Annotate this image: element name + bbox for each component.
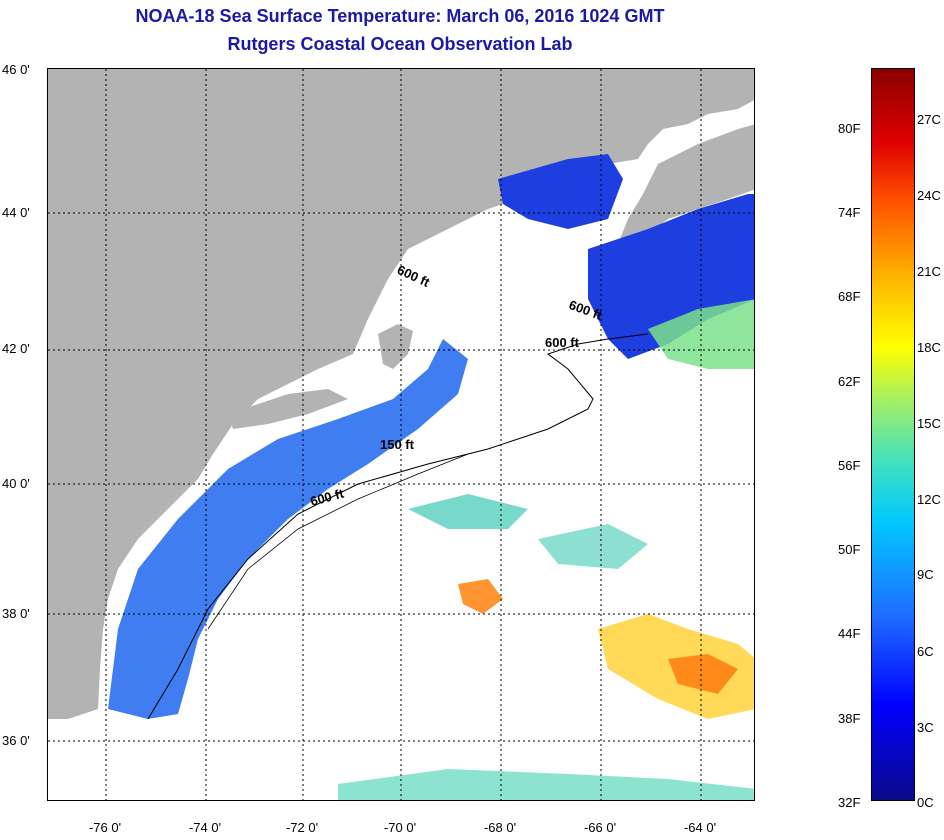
longitude-tick-label: -68 0' [483, 820, 517, 835]
land-long-island [228, 389, 348, 429]
sst-hot-patch-east [668, 654, 738, 694]
sst-coastal-water [108, 339, 468, 719]
colorbar-celsius-label: 9C [917, 567, 934, 582]
colorbar-celsius-label: 3C [917, 720, 934, 735]
sst-scotian-shelf-water [588, 194, 754, 359]
colorbar-fahrenheit-label: 68F [838, 289, 861, 304]
latitude-tick-label: 38 0' [2, 606, 30, 621]
contour-label: 150 ft [380, 437, 415, 452]
latitude-tick-label: 44 0' [2, 205, 30, 220]
colorbar-celsius-label: 27C [917, 112, 941, 127]
longitude-tick-label: -72 0' [285, 820, 319, 835]
latitude-gridlines [48, 212, 754, 742]
latitude-tick-label: 46 0' [2, 62, 30, 77]
sst-gulf-of-maine-water [498, 154, 623, 229]
contour-600ft [147, 333, 649, 720]
colorbar-celsius-label: 6C [917, 644, 934, 659]
longitude-tick-label: -74 0' [188, 820, 222, 835]
colorbar-celsius-label: 12C [917, 492, 941, 507]
sst-warm-patch-center [458, 579, 503, 614]
sst-teal-patch-2 [538, 524, 648, 569]
latitude-tick-label: 42 0' [2, 341, 30, 356]
contour-150ft [207, 453, 469, 630]
colorbar-fahrenheit-label: 56F [838, 458, 861, 473]
colorbar-celsius-label: 24C [917, 188, 941, 203]
longitude-tick-label: -70 0' [383, 820, 417, 835]
longitude-tick-label: -76 0' [88, 820, 122, 835]
colorbar-fahrenheit-label: 74F [838, 205, 861, 220]
colorbar-celsius-label: 15C [917, 416, 941, 431]
colorbar-fahrenheit-label: 44F [838, 626, 861, 641]
sst-map-canvas: 600 ft 600 ft 600 ft 150 ft 600 ft [48, 69, 754, 800]
colorbar-celsius-label: 21C [917, 264, 941, 279]
latitude-tick-label: 36 0' [2, 733, 30, 748]
latitude-tick-label: 40 0' [2, 476, 30, 491]
colorbar-celsius-label: 18C [917, 340, 941, 355]
land-cape-cod [378, 324, 413, 369]
longitude-gridlines [105, 69, 702, 800]
sst-teal-patch-1 [408, 494, 528, 529]
colorbar-fahrenheit-label: 32F [838, 795, 861, 810]
sst-bottom-band [338, 769, 754, 800]
sst-map: 600 ft 600 ft 600 ft 150 ft 600 ft [47, 68, 755, 801]
longitude-tick-label: -64 0' [683, 820, 717, 835]
temperature-colorbar [871, 68, 915, 801]
colorbar-fahrenheit-label: 80F [838, 121, 861, 136]
colorbar-fahrenheit-label: 62F [838, 374, 861, 389]
colorbar-celsius-label: 0C [917, 795, 934, 810]
map-subtitle: Rutgers Coastal Ocean Observation Lab [227, 34, 573, 54]
colorbar-fahrenheit-label: 38F [838, 711, 861, 726]
land-nova-scotia [618, 124, 754, 249]
longitude-tick-label: -66 0' [583, 820, 617, 835]
colorbar-fahrenheit-label: 50F [838, 542, 861, 557]
land-mainland [48, 69, 754, 719]
map-title: NOAA-18 Sea Surface Temperature: March 0… [135, 6, 665, 26]
contour-label: 600 ft [545, 335, 580, 350]
